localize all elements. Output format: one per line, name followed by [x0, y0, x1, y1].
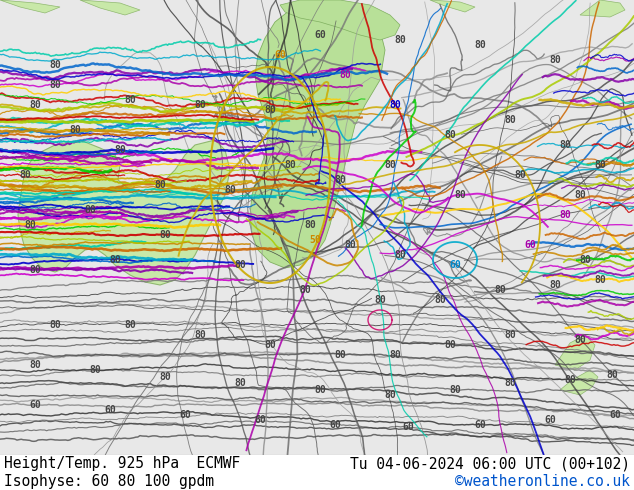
Text: 80: 80: [114, 145, 126, 155]
Text: 80: 80: [559, 140, 571, 150]
Text: 80: 80: [84, 205, 96, 215]
Text: 80: 80: [574, 190, 586, 200]
Text: 80: 80: [29, 265, 41, 275]
Text: 80: 80: [504, 378, 516, 388]
Text: 60: 60: [329, 420, 341, 430]
Text: 80: 80: [19, 170, 31, 180]
Text: 80: 80: [24, 220, 36, 230]
Text: 80: 80: [494, 285, 506, 295]
Text: 80: 80: [194, 100, 206, 110]
Text: 80: 80: [159, 230, 171, 240]
Text: 60: 60: [609, 410, 621, 420]
Text: 80: 80: [264, 340, 276, 350]
Text: 80: 80: [49, 60, 61, 70]
Text: 60: 60: [274, 50, 286, 60]
Text: 80: 80: [434, 295, 446, 305]
Text: 80: 80: [29, 100, 41, 110]
Polygon shape: [80, 0, 140, 15]
Text: 80: 80: [474, 40, 486, 50]
Text: 80: 80: [109, 255, 121, 265]
Text: 60: 60: [402, 422, 414, 432]
Text: 80: 80: [594, 275, 606, 285]
Polygon shape: [280, 0, 400, 40]
Polygon shape: [560, 370, 598, 395]
Polygon shape: [430, 0, 475, 12]
Text: 80: 80: [314, 385, 326, 395]
Text: Height/Temp. 925 hPa  ECMWF: Height/Temp. 925 hPa ECMWF: [4, 456, 240, 471]
Text: 80: 80: [574, 335, 586, 345]
Text: 60: 60: [449, 260, 461, 270]
Text: Tu 04-06-2024 06:00 UTC (00+102): Tu 04-06-2024 06:00 UTC (00+102): [350, 456, 630, 471]
Polygon shape: [250, 8, 385, 268]
Text: 80: 80: [304, 220, 316, 230]
Text: 60: 60: [544, 415, 556, 425]
Text: 50: 50: [309, 235, 321, 245]
Text: 80: 80: [69, 125, 81, 135]
Text: 80: 80: [284, 160, 296, 170]
Polygon shape: [555, 335, 595, 370]
Text: 60: 60: [524, 240, 536, 250]
Text: 80: 80: [374, 295, 386, 305]
Text: 80: 80: [594, 160, 606, 170]
Text: 60: 60: [254, 415, 266, 425]
Polygon shape: [580, 0, 625, 17]
Text: 80: 80: [389, 350, 401, 360]
Text: 80: 80: [384, 390, 396, 400]
Text: 80: 80: [549, 55, 561, 65]
Text: 80: 80: [564, 375, 576, 385]
Text: 80: 80: [344, 240, 356, 250]
Text: 80: 80: [579, 255, 591, 265]
Text: 60: 60: [314, 30, 326, 40]
Text: 80: 80: [444, 130, 456, 140]
Text: 80: 80: [299, 285, 311, 295]
Text: 80: 80: [384, 160, 396, 170]
Text: 80: 80: [49, 320, 61, 330]
Text: 80: 80: [449, 385, 461, 395]
Text: 60: 60: [104, 405, 116, 415]
Text: 80: 80: [154, 180, 166, 190]
Text: 80: 80: [504, 115, 516, 125]
Text: 80: 80: [444, 340, 456, 350]
Text: 80: 80: [394, 250, 406, 260]
Text: 80: 80: [49, 80, 61, 90]
Polygon shape: [0, 0, 60, 13]
Text: 80: 80: [124, 320, 136, 330]
Text: 80: 80: [334, 350, 346, 360]
Text: Isophyse: 60 80 100 gpdm: Isophyse: 60 80 100 gpdm: [4, 474, 214, 489]
Text: 80: 80: [559, 210, 571, 220]
Text: 60: 60: [179, 410, 191, 420]
Text: 80: 80: [389, 100, 401, 110]
Text: 60: 60: [29, 400, 41, 410]
Text: 80: 80: [504, 330, 516, 340]
Text: 80: 80: [159, 372, 171, 382]
Text: 80: 80: [264, 105, 276, 115]
Text: 80: 80: [234, 260, 246, 270]
Text: 80: 80: [124, 95, 136, 105]
Text: 80: 80: [334, 175, 346, 185]
Text: 60: 60: [474, 420, 486, 430]
Text: 80: 80: [606, 370, 618, 380]
Text: 80: 80: [29, 360, 41, 370]
Text: 80: 80: [514, 170, 526, 180]
Text: 80: 80: [549, 280, 561, 290]
Text: 80: 80: [224, 185, 236, 195]
Text: 80: 80: [339, 70, 351, 80]
Text: 80: 80: [234, 378, 246, 388]
Text: 80: 80: [89, 365, 101, 375]
Polygon shape: [18, 140, 230, 285]
Text: 80: 80: [194, 330, 206, 340]
Text: ©weatheronline.co.uk: ©weatheronline.co.uk: [455, 474, 630, 489]
Text: 80: 80: [394, 35, 406, 45]
Text: 80: 80: [454, 190, 466, 200]
